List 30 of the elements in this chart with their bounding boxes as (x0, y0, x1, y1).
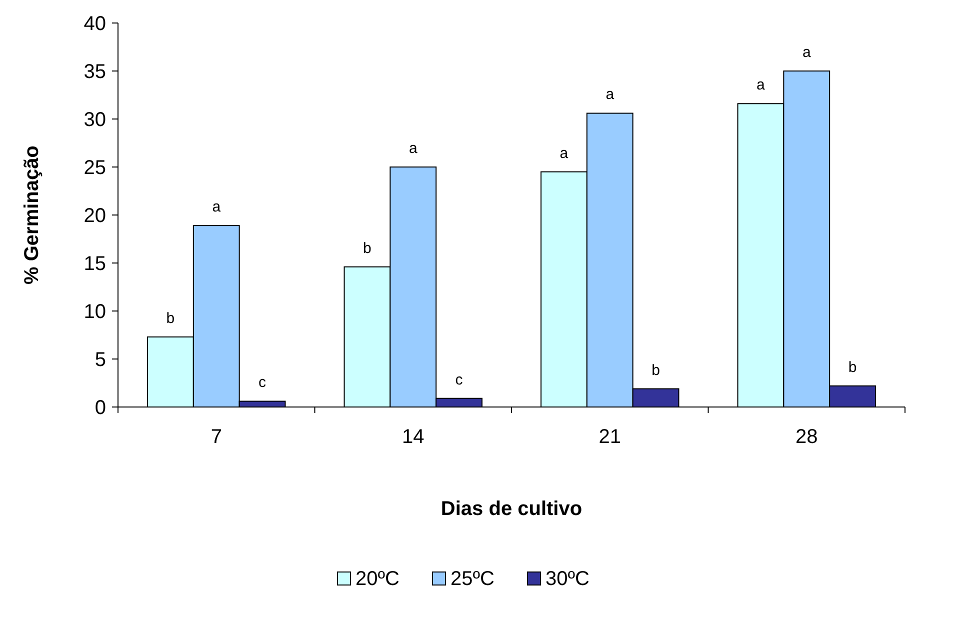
data-label: b (363, 240, 372, 257)
data-label: b (166, 310, 175, 327)
y-tick-label: 15 (84, 253, 106, 275)
y-tick-label: 30 (84, 109, 106, 131)
legend-label: 30ºC (546, 568, 590, 590)
data-label: a (756, 76, 766, 94)
data-label: a (606, 86, 615, 104)
y-axis-title: % Germinação (21, 146, 43, 284)
x-tick-label: 14 (402, 426, 424, 448)
data-label: a (408, 140, 418, 157)
y-tick-label: 25 (84, 157, 106, 179)
x-tick-label: 28 (796, 426, 818, 448)
data-label: b (652, 362, 660, 379)
y-tick-label: 0 (94, 397, 106, 419)
data-label: b (848, 358, 857, 376)
data-label: c (455, 371, 464, 388)
y-tick-label: 35 (84, 61, 106, 83)
y-tick-label: 5 (94, 349, 106, 371)
data-label: a (212, 198, 222, 216)
y-tick-label: 40 (84, 13, 106, 35)
x-axis-title: Dias de cultivo (440, 498, 582, 520)
x-tick-label: 7 (210, 426, 222, 448)
data-label: c (258, 374, 267, 392)
legend-label: 25ºC (450, 568, 494, 590)
x-tick-label: 21 (598, 426, 621, 448)
data-label: a (802, 44, 812, 61)
y-tick-label: 20 (84, 205, 106, 227)
legend-label: 20ºC (356, 568, 400, 590)
data-label: a (560, 144, 569, 162)
y-tick-label: 10 (84, 301, 106, 323)
